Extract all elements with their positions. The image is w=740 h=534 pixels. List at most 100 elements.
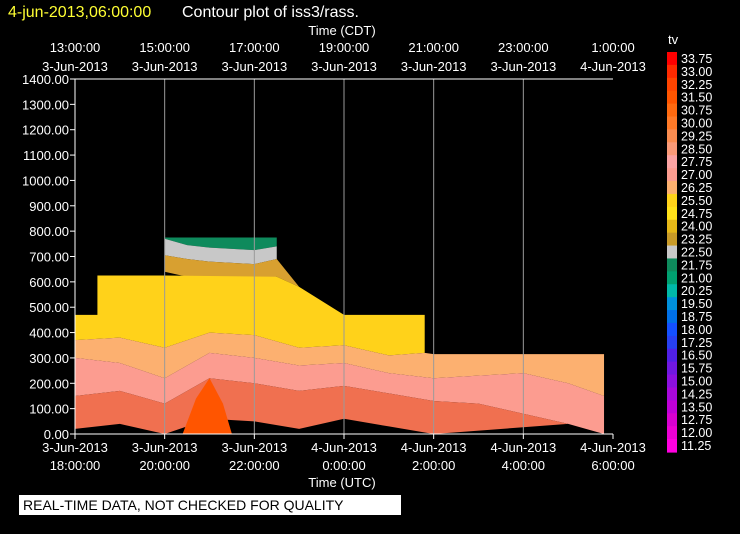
top-tick-date-5: 3-Jun-2013 [490,59,556,74]
legend-swatch-17 [667,271,677,285]
legend-label-28: 12.75 [681,413,712,427]
legend-swatch-18 [667,284,677,298]
legend-label-11: 25.50 [681,194,712,208]
top-axis-ticks: 13:00:00 3-Jun-2013 15:00:00 3-Jun-2013 17:0… [42,40,646,74]
y-tick-label-14: 1400.00 [22,72,69,87]
legend-label-29: 12.00 [681,426,712,440]
contour-band-3 [75,275,425,356]
legend-swatch-13 [667,219,677,234]
legend-label-15: 22.50 [681,246,712,260]
legend-label-4: 30.75 [681,104,712,118]
top-tick-time-3: 19:00:00 [319,40,370,55]
top-tick-time-1: 15:00:00 [139,40,190,55]
legend-swatch-29 [667,426,677,440]
color-legend: 33.7533.0032.2531.5030.7530.0029.2528.50… [667,52,712,453]
legend-swatch-4 [667,103,677,118]
legend-swatch-8 [667,155,677,169]
grid-lines [164,79,524,434]
legend-swatch-2 [667,77,677,92]
y-tick-label-5: 500.00 [29,300,69,315]
top-tick-time-0: 13:00:00 [50,40,101,55]
legend-label-7: 28.50 [681,142,712,156]
legend-swatch-5 [667,116,677,131]
legend-swatch-27 [667,400,677,414]
legend-swatch-7 [667,142,677,156]
y-tick-label-1: 100.00 [29,402,69,417]
legend-label-20: 18.75 [681,310,712,324]
legend-swatch-12 [667,206,677,221]
top-tick-time-4: 21:00:00 [408,40,459,55]
legend-swatch-11 [667,193,677,208]
legend-label-27: 13.50 [681,400,712,414]
y-tick-label-12: 1200.00 [22,123,69,138]
legend-label-3: 31.50 [681,91,712,105]
legend-swatch-28 [667,413,677,427]
header-title: Contour plot of iss3/rass. [182,4,359,21]
top-tick-date-4: 3-Jun-2013 [401,59,467,74]
legend-swatch-1 [667,64,677,79]
top-tick-date-0: 3-Jun-2013 [42,59,108,74]
y-axis-ticks: 0.00 100.00 200.00 300.00 400.00 500.00 600.00… [22,72,75,442]
legend-label-8: 27.75 [681,155,712,169]
top-tick-time-5: 23:00:00 [498,40,549,55]
top-tick-time-2: 17:00:00 [229,40,280,55]
legend-title: tv [668,32,679,47]
legend-label-13: 24.00 [681,220,712,234]
y-tick-label-3: 300.00 [29,351,69,366]
bottom-tick-time-0: 18:00:00 [50,458,101,473]
bottom-tick-date-0: 3-Jun-2013 [42,440,108,455]
top-axis-label: Time (CDT) [308,23,375,38]
legend-label-16: 21.75 [681,258,712,272]
y-tick-label-7: 700.00 [29,250,69,265]
legend-label-10: 26.25 [681,181,712,195]
legend-label-26: 14.25 [681,387,712,401]
legend-swatch-10 [667,181,677,195]
contour-band-5 [75,352,605,434]
bottom-tick-date-6: 4-Jun-2013 [580,440,646,455]
plot-axes [74,78,613,435]
legend-label-2: 32.25 [681,78,712,92]
legend-swatch-21 [667,322,677,337]
y-tick-label-0: 0.00 [44,427,69,442]
bottom-tick-time-3: 0:00:00 [322,458,365,473]
legend-label-21: 18.00 [681,323,712,337]
legend-label-5: 30.00 [681,116,712,130]
legend-label-18: 20.25 [681,284,712,298]
legend-label-30: 11.25 [681,439,711,453]
legend-swatch-25 [667,374,677,389]
contour-band-7 [182,378,232,434]
top-tick-time-6: 1:00:00 [591,40,634,55]
contour-bands [75,237,605,434]
legend-swatch-16 [667,258,677,272]
legend-swatch-9 [667,168,677,182]
top-tick-date-3: 3-Jun-2013 [311,59,377,74]
contour-band-4 [75,332,605,396]
legend-label-19: 19.50 [681,297,712,311]
bottom-tick-date-3: 4-Jun-2013 [311,440,377,455]
legend-label-14: 23.25 [681,233,712,247]
top-tick-date-1: 3-Jun-2013 [132,59,198,74]
legend-swatch-19 [667,297,677,311]
legend-label-17: 21.00 [681,271,712,285]
legend-label-24: 15.75 [681,362,712,376]
bottom-tick-time-2: 22:00:00 [229,458,280,473]
y-tick-label-13: 1300.00 [22,97,69,112]
bottom-tick-time-5: 4:00:00 [502,458,545,473]
legend-label-25: 15.00 [681,375,712,389]
contour-band-0 [164,237,277,251]
bottom-tick-date-4: 4-Jun-2013 [401,440,467,455]
bottom-tick-time-1: 20:00:00 [139,458,190,473]
header-date: 4-jun-2013,06:00:00 [8,4,151,21]
bottom-axis-label: Time (UTC) [308,475,375,490]
legend-label-9: 27.00 [681,168,712,182]
y-tick-label-10: 1000.00 [22,173,69,188]
legend-swatch-26 [667,387,677,401]
bottom-tick-date-2: 3-Jun-2013 [221,440,287,455]
y-tick-label-8: 800.00 [29,224,69,239]
top-tick-date-2: 3-Jun-2013 [221,59,287,74]
legend-swatch-24 [667,361,677,376]
y-tick-label-4: 400.00 [29,326,69,341]
legend-swatch-15 [667,245,677,260]
legend-label-22: 17.25 [681,336,712,350]
